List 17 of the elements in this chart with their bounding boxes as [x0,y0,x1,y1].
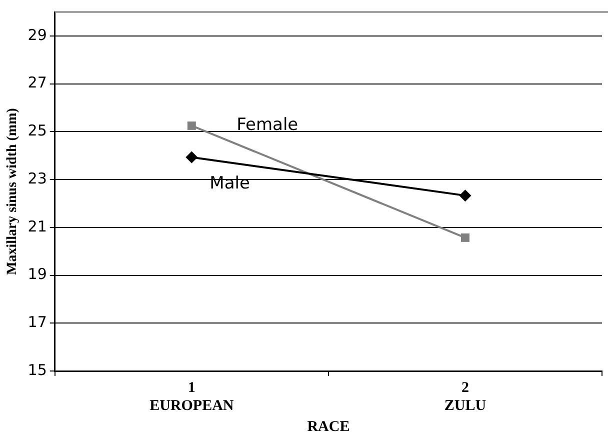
point [460,233,470,242]
y-tick-label: 23 [28,169,47,188]
y-tick-label: 27 [28,74,47,92]
y-tick-label: 15 [28,360,47,379]
y-tick-label: 19 [28,265,47,284]
point [187,121,196,130]
point [186,151,198,164]
x-axis-title: RACE [307,418,350,435]
series-label: Female [236,115,298,136]
point [459,190,472,202]
y-tick-label: 21 [28,217,47,236]
y-tick-label: 25 [28,122,47,140]
y-tick-label: 29 [28,26,47,44]
y-tick-label: 17 [28,313,47,332]
x-tick-label: 2 ZULU [444,380,486,414]
x-tick-label: 1 EUROPEAN [150,380,234,414]
y-axis-title: Maxillary sinus width (mm) [5,108,20,275]
